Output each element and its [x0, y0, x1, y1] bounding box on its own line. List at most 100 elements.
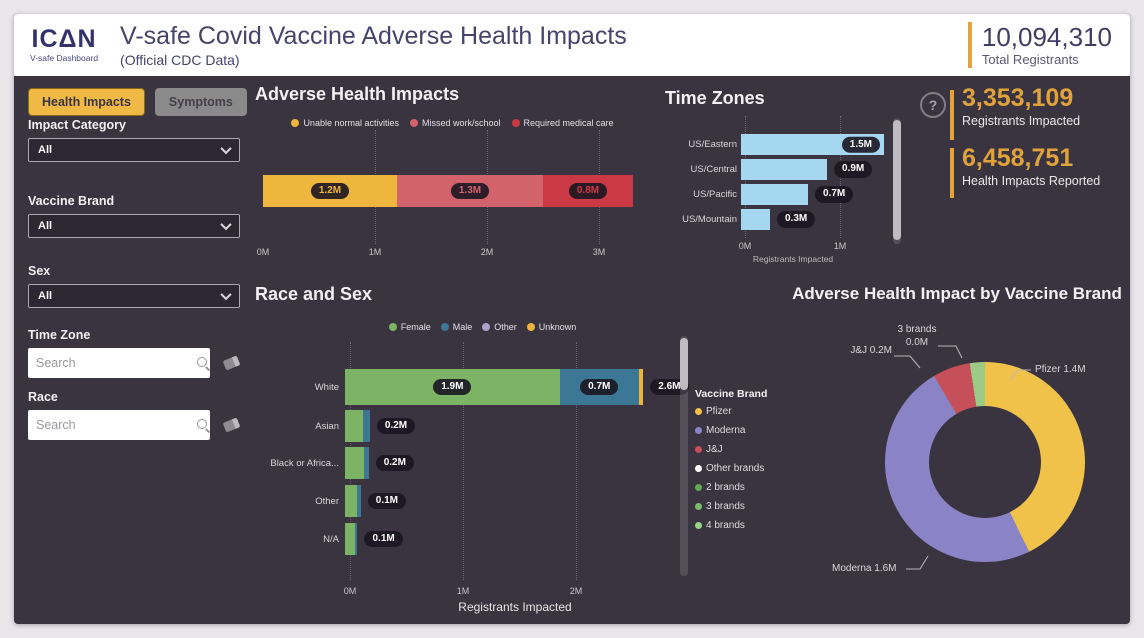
stacked-bar: 1.2M 1.3M 0.8M	[263, 175, 633, 207]
stacked-bar-white[interactable]: 1.9M 0.7M	[345, 369, 644, 405]
vaccine-brand-dropdown[interactable]: All	[28, 214, 240, 238]
scrollbar[interactable]	[680, 336, 688, 576]
chart-title: Adverse Health Impacts	[255, 84, 460, 104]
legend-label: 3 brands	[706, 501, 745, 512]
bar-segment-required-medical-care[interactable]: 0.8M	[543, 175, 633, 207]
bar-segment-female[interactable]	[345, 523, 356, 555]
category-label: N/A	[323, 533, 339, 545]
tab-health-impacts[interactable]: Health Impacts	[28, 88, 145, 116]
axis-tick: 1M	[368, 247, 382, 257]
sex-dropdown[interactable]: All	[28, 284, 240, 308]
axis-tick: 2M	[480, 247, 494, 257]
eraser-icon[interactable]	[222, 355, 241, 371]
legend-label: Moderna	[706, 425, 746, 436]
legend-item-female: Female	[388, 322, 431, 332]
dropdown-value: All	[38, 220, 53, 232]
legend-item-moderna: Moderna	[695, 425, 775, 436]
bar-segment-unknown[interactable]	[638, 369, 644, 405]
bar-us-pacific[interactable]	[741, 184, 808, 205]
bar-segment-unable-normal-activities[interactable]: 1.2M	[263, 175, 397, 207]
legend-item-unable-normal-activities: Unable normal activities	[291, 118, 399, 128]
scrollbar-thumb[interactable]	[893, 120, 901, 240]
filter-group-sex: Sex All	[28, 264, 240, 308]
header: ICΔN V-safe Dashboard V-safe Covid Vacci…	[14, 14, 1130, 76]
chart-title: Race and Sex	[255, 284, 373, 304]
race-search-input[interactable]	[36, 418, 197, 432]
data-label: 1.9M	[433, 378, 472, 396]
chart-title: Adverse Health Impact by Vaccine Brand	[792, 284, 1122, 303]
data-label: 0.9M	[834, 161, 873, 178]
bar-us-eastern[interactable]: 1.5M	[741, 134, 884, 155]
registrants-impacted-label: Registrants Impacted	[962, 114, 1081, 128]
legend-dot	[388, 323, 397, 331]
bar-segment-female[interactable]	[345, 485, 358, 517]
data-label: 0.7M	[815, 186, 854, 203]
legend-dot	[695, 408, 702, 415]
legend-dot	[695, 446, 702, 453]
legend-item-2-brands: 2 brands	[695, 482, 775, 493]
time-zone-search-input[interactable]	[36, 356, 197, 370]
bar-segment-missed-work-school[interactable]: 1.3M	[397, 175, 543, 207]
legend-label: Female	[400, 322, 431, 332]
bar-segment-female[interactable]	[345, 447, 365, 479]
scrollbar[interactable]	[893, 118, 901, 244]
stacked-bar-asian[interactable]	[345, 410, 370, 442]
chevron-down-icon	[220, 142, 232, 155]
x-axis-label: Registrants Impacted	[752, 254, 834, 264]
help-icon[interactable]: ?	[920, 92, 946, 118]
chart-row-us-central: US/Central 0.9M	[665, 159, 873, 180]
legend-label: Unable normal activities	[303, 118, 399, 128]
slice-label-jj: J&J 0.2M	[850, 345, 892, 356]
view-tabs: Health Impacts Symptoms	[28, 88, 247, 116]
data-label: 0.1M	[364, 530, 403, 548]
scrollbar-thumb[interactable]	[680, 338, 688, 390]
axis-tick: 3M	[592, 247, 606, 257]
donut-chart[interactable]	[885, 362, 1085, 562]
bar-us-central[interactable]	[741, 159, 827, 180]
chart-row-n-a: N/A 0.1M	[255, 523, 403, 555]
impact-category-dropdown[interactable]: All	[28, 138, 240, 162]
gold-divider	[950, 148, 954, 198]
category-label: US/Mountain	[682, 214, 737, 225]
legend-dot	[695, 465, 702, 472]
axis-tick: 1M	[833, 241, 847, 251]
bar-segment-female[interactable]: 1.9M	[345, 369, 560, 405]
gridline	[463, 342, 464, 580]
axis-tick: 0M	[343, 586, 357, 596]
bar-segment-male[interactable]	[364, 447, 369, 479]
bar-segment-male[interactable]: 0.7M	[559, 369, 639, 405]
stacked-bar-n-a[interactable]	[345, 523, 358, 555]
chart-legend: Unable normal activities Missed work/scho…	[255, 118, 650, 128]
gold-divider	[967, 22, 972, 68]
eraser-icon[interactable]	[222, 417, 241, 433]
legend-label: Missed work/school	[421, 118, 501, 128]
stacked-bar-other[interactable]	[345, 485, 361, 517]
legend-item-male: Male	[440, 322, 472, 332]
time-zone-search[interactable]	[28, 348, 210, 378]
legend-item-other: Other	[482, 322, 517, 332]
bar-us-mountain[interactable]	[741, 209, 770, 230]
bar-segment-male[interactable]	[355, 523, 358, 555]
stacked-bar-black-or-africa[interactable]	[345, 447, 369, 479]
total-registrants-value: 10,094,310	[981, 22, 1112, 53]
slice-label-pfizer: Pfizer 1.4M	[1035, 364, 1086, 375]
dashboard: ICΔN V-safe Dashboard V-safe Covid Vacci…	[14, 14, 1130, 624]
data-label: 0.7M	[580, 378, 619, 396]
legend-dot	[695, 484, 702, 491]
data-label: 0.2M	[376, 417, 416, 435]
legend-dot	[409, 119, 418, 127]
axis-tick: 0M	[256, 247, 270, 257]
race-search[interactable]	[28, 410, 210, 440]
bar-segment-male[interactable]	[357, 485, 361, 517]
bar-segment-male[interactable]	[363, 410, 370, 442]
bar-segment-female[interactable]	[345, 410, 364, 442]
chart-row-us-mountain: US/Mountain 0.3M	[665, 209, 816, 230]
legend-label: Other	[494, 322, 517, 332]
filter-group-vaccine-brand: Vaccine Brand All	[28, 194, 240, 238]
chart-title: Time Zones	[665, 88, 765, 108]
tab-symptoms[interactable]: Symptoms	[154, 88, 247, 116]
health-impacts-reported-label: Health Impacts Reported	[962, 174, 1101, 188]
legend-dot	[291, 119, 300, 127]
adverse-health-impacts-chart: Adverse Health Impacts Unable normal act…	[255, 84, 650, 269]
axis-tick: 0M	[738, 241, 752, 251]
